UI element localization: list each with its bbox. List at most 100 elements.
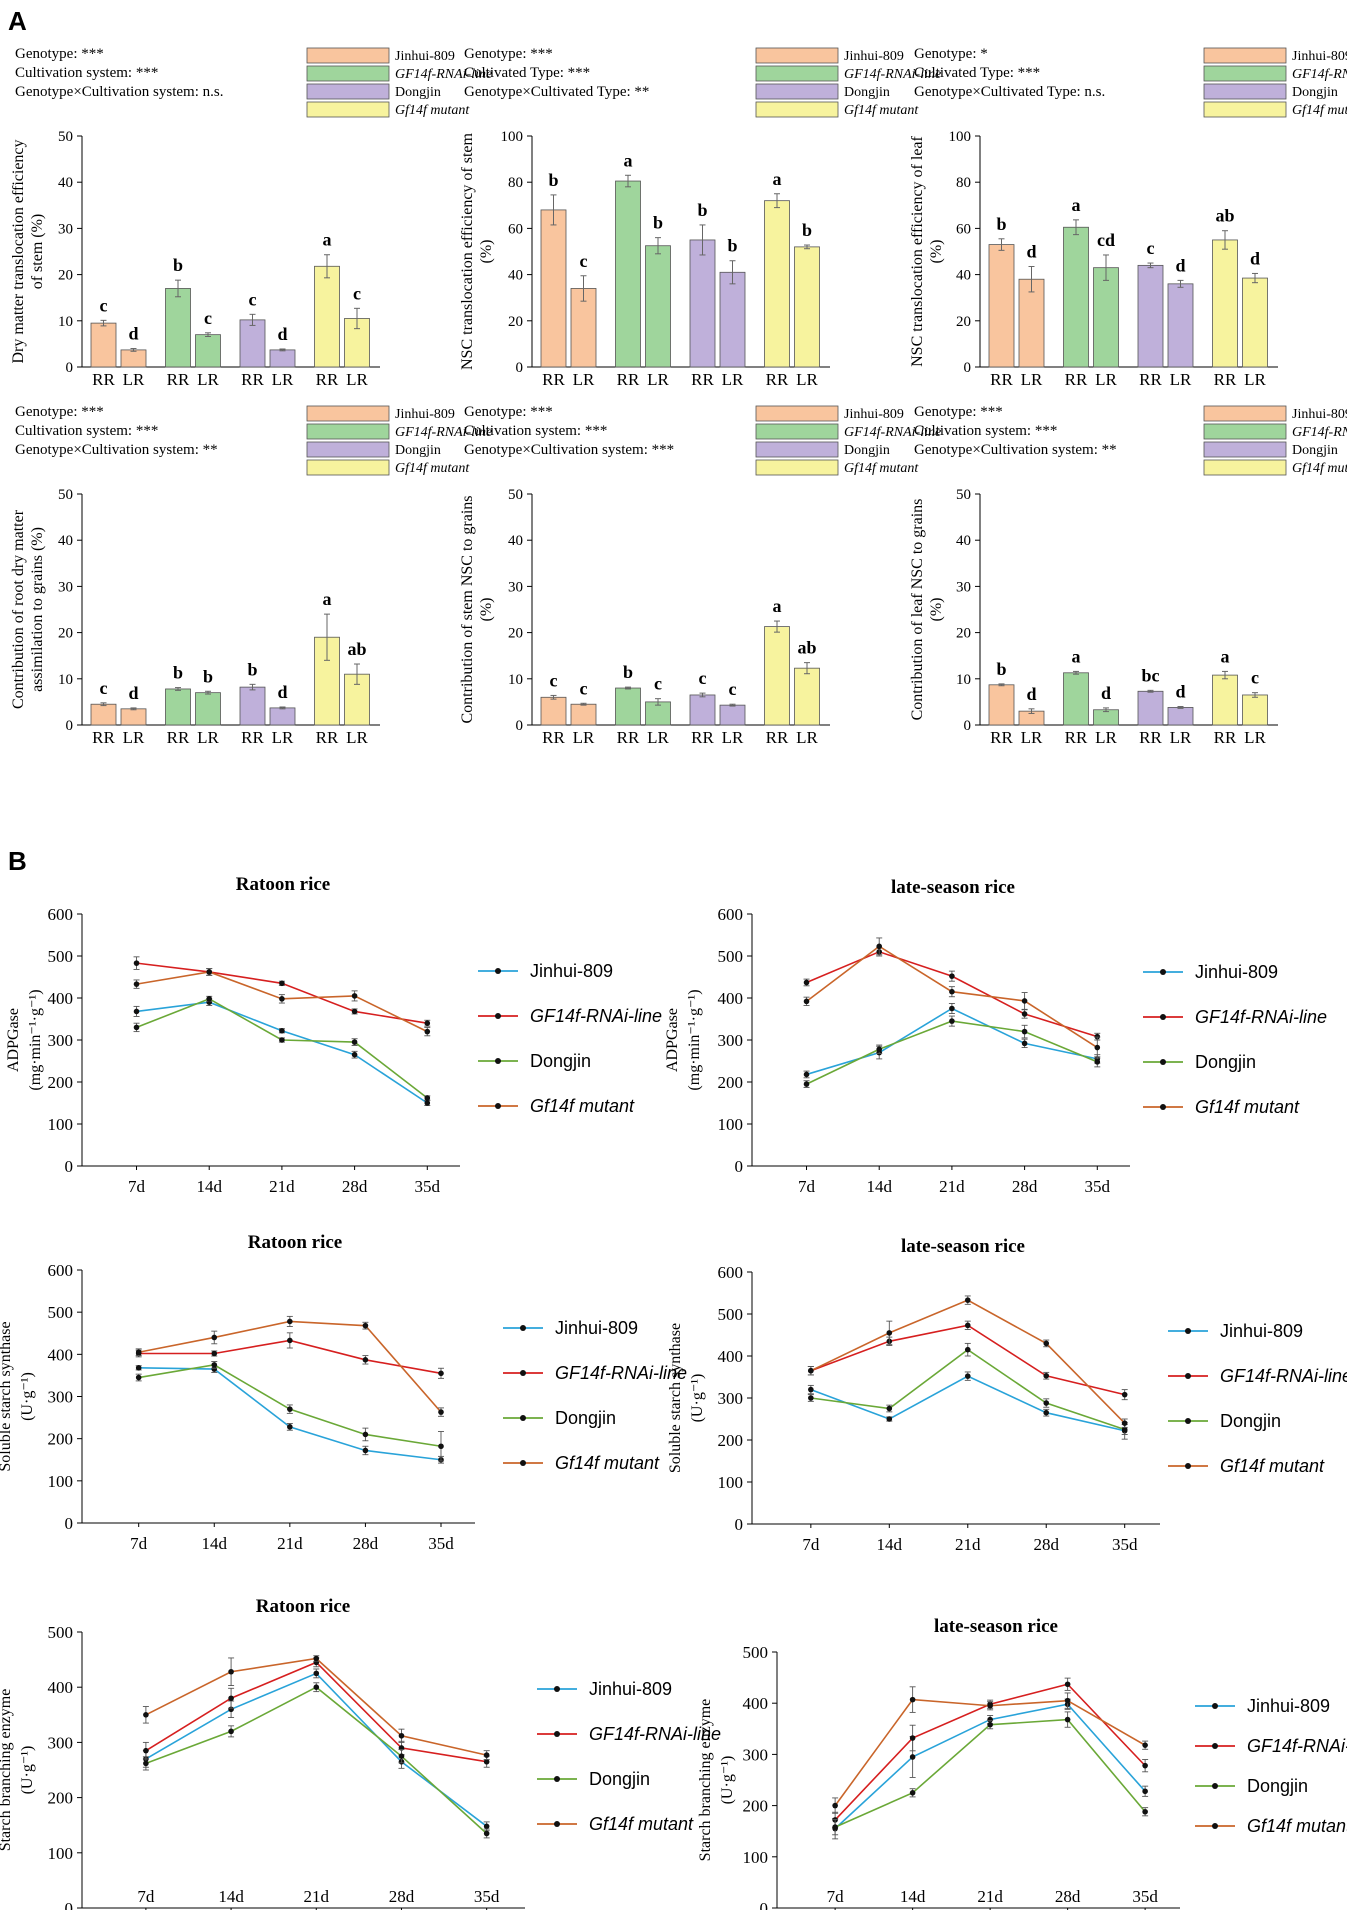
significance-letter: d: [128, 683, 138, 703]
x-tick-label: 35d: [428, 1534, 454, 1553]
y-tick-label: 300: [718, 1389, 744, 1408]
y-tick-label: 300: [718, 1031, 744, 1050]
data-point: [424, 1028, 431, 1035]
legend-label: Dongjin: [844, 443, 890, 458]
legend-swatch: [1203, 101, 1287, 118]
bar-Dongjin-RR: [239, 686, 266, 726]
legend-label: Jinhui-809: [1247, 1696, 1330, 1716]
chart-title: Ratoon rice: [256, 1596, 350, 1617]
significance-letter: c: [353, 283, 361, 303]
data-point: [808, 1395, 814, 1401]
x-tick-label: 14d: [877, 1535, 903, 1554]
legend-label: Jinhui-809: [844, 49, 904, 64]
y-tick-label: 400: [718, 989, 744, 1008]
legend-marker: [1185, 1373, 1191, 1379]
legend-label: Jinhui-809: [1292, 49, 1347, 64]
legend-marker: [1160, 969, 1166, 975]
legend-label: Jinhui-809: [1195, 962, 1278, 982]
bar-GF14f-RNAi-line-RR: [1063, 672, 1089, 726]
y-tick-label: 200: [48, 1789, 74, 1808]
chart-title: late-season rice: [934, 1616, 1058, 1637]
significance-letter: a: [624, 150, 633, 170]
data-point: [351, 993, 358, 999]
y-tick-label: 0: [760, 1899, 769, 1910]
legend-swatch: [1203, 47, 1287, 64]
x-category-label: LR: [197, 370, 219, 389]
legend-marker: [520, 1460, 526, 1466]
x-category-label: RR: [766, 728, 789, 747]
significance-letter: c: [580, 678, 588, 698]
legend-marker: [520, 1370, 526, 1376]
bar-GF14f-RNAi-line-LR: [645, 245, 671, 368]
y-tick-label: 20: [58, 626, 73, 642]
x-category-label: RR: [241, 728, 264, 747]
legend-label: Gf14f mutant: [1220, 1456, 1325, 1476]
legend-label: Gf14f mutant: [1292, 103, 1347, 118]
x-category-label: RR: [316, 370, 339, 389]
legend-swatch: [755, 65, 839, 82]
data-point: [1021, 998, 1028, 1004]
series-line-Dongjin: [810, 1348, 1125, 1431]
significance-letter: a: [1221, 646, 1230, 666]
legend-label: Dongjin: [395, 85, 441, 100]
y-tick-label: 0: [65, 1514, 74, 1533]
legend-label: GF14f-RNAi-line: [395, 425, 492, 440]
legend-label: Gf14f mutant: [1247, 1816, 1347, 1836]
y-tick-label: 40: [508, 533, 523, 549]
y-axis-label: Soluble starch synthase: [667, 1323, 684, 1473]
x-category-label: LR: [346, 728, 368, 747]
x-category-label: RR: [990, 728, 1013, 747]
data-point: [832, 1824, 838, 1830]
x-tick-label: 35d: [1085, 1177, 1111, 1196]
series-line-Jinhui-809: [136, 1001, 428, 1104]
bar-GF14f-RNAi-line-LR: [195, 692, 221, 726]
data-point: [949, 988, 955, 995]
data-point: [483, 1752, 490, 1758]
data-point: [228, 1728, 234, 1735]
y-axis-label: Contribution of leaf NSC to grains: [909, 499, 926, 721]
data-point: [362, 1357, 369, 1363]
data-point: [909, 1735, 916, 1741]
legend-label: Dongjin: [844, 85, 890, 100]
x-tick-label: 28d: [353, 1534, 379, 1553]
data-point: [886, 1330, 893, 1336]
bar-GF14f-RNAi-line-LR: [195, 334, 221, 368]
x-category-label: RR: [1214, 728, 1237, 747]
y-tick-label: 50: [58, 129, 73, 145]
data-point: [1142, 1788, 1148, 1795]
significance-letter: d: [1250, 248, 1260, 268]
data-point: [211, 1366, 218, 1372]
legend-marker: [554, 1731, 560, 1737]
data-point: [1043, 1409, 1050, 1416]
data-point: [964, 1346, 971, 1353]
y-axis-label: (U·g⁻¹): [689, 1374, 706, 1423]
x-category-label: LR: [272, 370, 294, 389]
bar-Jinhui-809-RR: [988, 684, 1015, 726]
y-tick-label: 20: [58, 268, 73, 284]
legend-label: Gf14f mutant: [844, 461, 919, 476]
series-line-Dongjin: [806, 1020, 1098, 1085]
significance-letter: d: [1175, 682, 1185, 702]
bar-Jinhui-809-RR: [90, 703, 117, 726]
data-point: [832, 1802, 838, 1809]
legend-label: Dongjin: [1220, 1411, 1281, 1431]
x-tick-label: 21d: [939, 1177, 965, 1196]
significance-letter: c: [550, 670, 558, 690]
y-axis-label: (%): [928, 240, 945, 264]
legend-label: Gf14f mutant: [589, 1814, 694, 1834]
y-tick-label: 10: [58, 672, 73, 688]
significance-letter: d: [1026, 684, 1036, 704]
series-line-Jinhui-809: [145, 1672, 488, 1827]
x-category-label: LR: [1244, 370, 1266, 389]
y-tick-label: 10: [508, 672, 523, 688]
legend-label: Jinhui-809: [530, 961, 613, 981]
stat-line: Genotype×Cultivated Type: **: [464, 84, 649, 100]
bar-GF14f-RNAi-line-RR: [615, 180, 641, 368]
legend-label: GF14f-RNAi-line: [1292, 425, 1347, 440]
significance-letter: a: [773, 169, 782, 189]
stat-line: Genotype×Cultivation system: ***: [464, 442, 674, 458]
data-point: [287, 1424, 293, 1430]
significance-letter: c: [100, 295, 108, 315]
y-axis-label: (U·g⁻¹): [719, 1756, 736, 1805]
legend-swatch: [306, 65, 390, 82]
